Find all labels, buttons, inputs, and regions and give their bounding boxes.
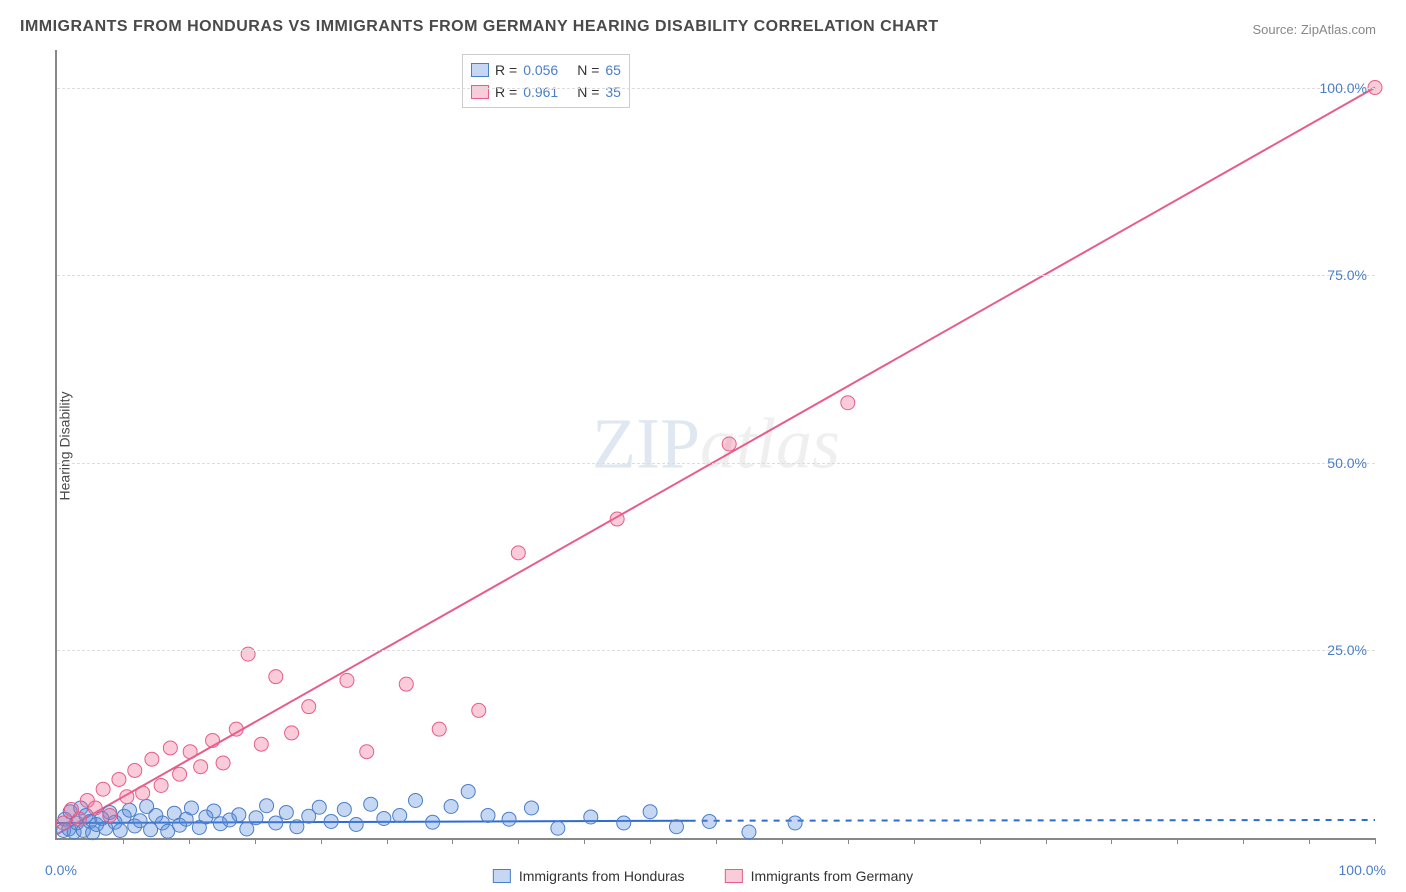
x-tick [255,838,256,844]
legend-n-label: N = [577,62,599,78]
x-tick [848,838,849,844]
bottom-legend-label: Immigrants from Germany [751,868,914,884]
source-label: Source: ZipAtlas.com [1252,22,1376,37]
x-axis-max-label: 100.0% [1339,862,1386,878]
bottom-legend-label: Immigrants from Honduras [519,868,685,884]
bottom-legend-item: Immigrants from Honduras [493,868,685,884]
x-tick [584,838,585,844]
legend-r-value: 0.961 [523,84,571,100]
x-tick [1375,838,1376,844]
x-tick [650,838,651,844]
chart-svg [57,50,1375,838]
legend-swatch [493,869,511,883]
gridline [57,650,1375,651]
series-legend: Immigrants from Honduras Immigrants from … [493,868,913,884]
x-tick [387,838,388,844]
legend-row: R = 0.961 N = 35 [471,81,621,103]
x-tick [1243,838,1244,844]
y-tick-label: 75.0% [1327,267,1367,283]
x-tick [1111,838,1112,844]
legend-n-value: 35 [605,84,621,100]
correlation-legend-box: R = 0.056 N = 65 R = 0.961 N = 35 [462,54,630,108]
chart-title: IMMIGRANTS FROM HONDURAS VS IMMIGRANTS F… [20,18,939,36]
x-tick [1309,838,1310,844]
legend-r-label: R = [495,62,517,78]
x-tick [321,838,322,844]
bottom-legend-item: Immigrants from Germany [725,868,914,884]
x-tick [1046,838,1047,844]
x-axis-origin-label: 0.0% [45,862,77,878]
y-tick-label: 100.0% [1320,80,1367,96]
x-tick [980,838,981,844]
legend-r-value: 0.056 [523,62,571,78]
legend-n-label: N = [577,84,599,100]
x-tick [782,838,783,844]
y-tick-label: 25.0% [1327,642,1367,658]
x-tick [518,838,519,844]
x-tick [123,838,124,844]
x-tick [1177,838,1178,844]
legend-n-value: 65 [605,62,621,78]
x-tick [716,838,717,844]
legend-swatch [471,63,489,77]
gridline [57,275,1375,276]
x-tick [914,838,915,844]
gridline [57,463,1375,464]
gridline [57,88,1375,89]
plot-area: ZIPatlas R =0.056N =65R =0.961N =35 25.0… [55,50,1375,840]
x-tick [189,838,190,844]
legend-swatch [725,869,743,883]
x-tick [452,838,453,844]
legend-r-label: R = [495,84,517,100]
legend-row: R = 0.056 N = 65 [471,59,621,81]
y-tick-label: 50.0% [1327,455,1367,471]
